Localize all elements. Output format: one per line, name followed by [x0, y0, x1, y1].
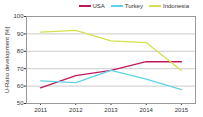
svg-text:2011: 2011	[34, 107, 48, 113]
svg-text:2013: 2013	[104, 107, 118, 113]
svg-text:90: 90	[17, 31, 24, 37]
svg-text:60: 60	[17, 83, 24, 89]
svg-text:100: 100	[13, 13, 24, 19]
svg-text:2015: 2015	[175, 107, 189, 113]
svg-text:70: 70	[17, 66, 24, 72]
html-text:Turkey: Turkey	[124, 3, 143, 9]
html-text:USA: USA	[92, 3, 105, 9]
svg-text:50: 50	[17, 100, 24, 106]
html-text:Indonesia: Indonesia	[163, 3, 189, 9]
svg-text:2012: 2012	[69, 107, 83, 113]
svg-text:U-Ratio development [%]: U-Ratio development [%]	[4, 26, 10, 93]
svg-text:80: 80	[17, 48, 24, 54]
svg-text:2014: 2014	[140, 107, 154, 113]
